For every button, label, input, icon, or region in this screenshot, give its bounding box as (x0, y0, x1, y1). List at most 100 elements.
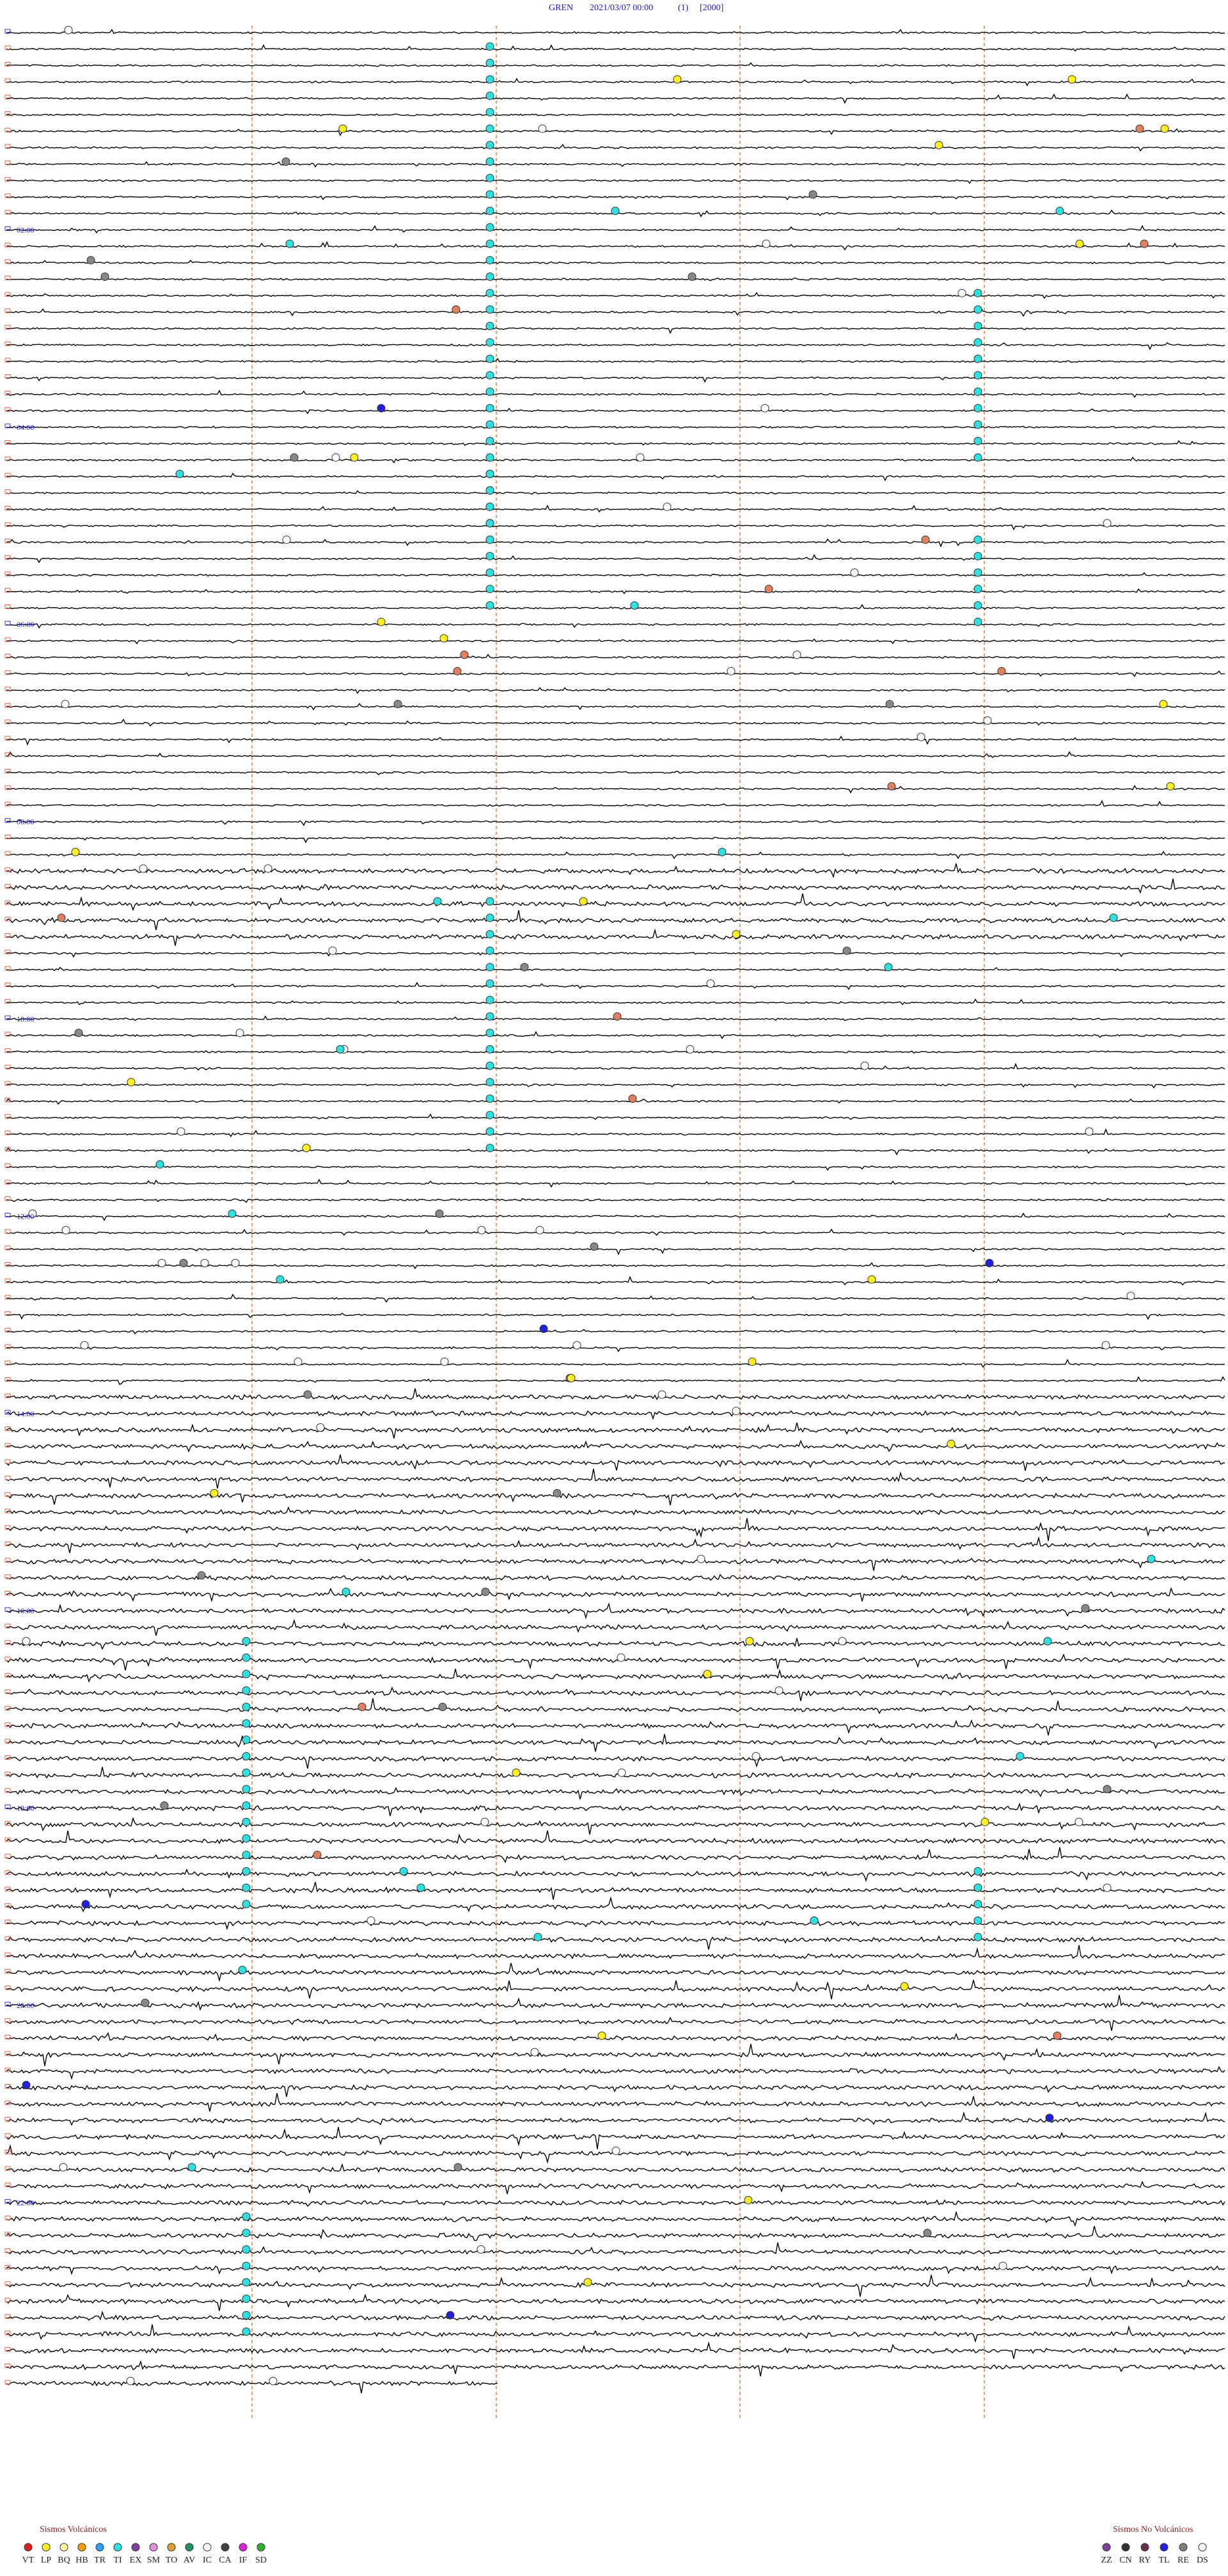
event-marker (242, 1735, 251, 1744)
event-marker (567, 1373, 576, 1382)
row-tag (4, 1689, 11, 1695)
row-tag (4, 539, 11, 544)
trace (6, 2066, 1225, 2080)
event-marker (302, 1144, 311, 1153)
event-marker (973, 568, 982, 577)
event-marker (242, 1883, 251, 1892)
trace (6, 1896, 1225, 1913)
row-tag (4, 2067, 11, 2073)
trace (6, 1847, 1225, 1863)
time-label: 10:00 (17, 1015, 34, 1023)
trace (6, 686, 1225, 694)
event-marker (583, 2278, 592, 2287)
event-marker (973, 387, 982, 396)
trace (6, 425, 1225, 429)
row-tag (4, 423, 11, 429)
event-marker (350, 453, 359, 462)
legend-swatch (167, 2543, 176, 2552)
trace (6, 1410, 1225, 1420)
event-marker (1055, 207, 1064, 216)
event-marker (673, 75, 682, 84)
event-marker (485, 190, 494, 199)
legend-label: AV (184, 2556, 195, 2565)
event-marker (485, 256, 494, 265)
row-tag (4, 2363, 11, 2368)
event-marker (438, 1702, 447, 1711)
trace (6, 910, 1225, 930)
legend-swatch (256, 2543, 265, 2552)
event-marker (597, 2031, 606, 2040)
event-marker (485, 585, 494, 594)
trace (6, 2032, 1225, 2042)
row-tag (4, 1854, 11, 1859)
event-marker (973, 601, 982, 610)
row-tag (4, 883, 11, 889)
row-tag (4, 78, 11, 83)
trace (6, 376, 1225, 383)
row-tag (4, 1673, 11, 1678)
event-marker (242, 1801, 251, 1810)
event-marker (285, 239, 294, 248)
trace (6, 538, 1225, 548)
trace (6, 456, 1225, 464)
trace (6, 258, 1225, 265)
row-tag (4, 1262, 11, 1267)
row-tag (4, 1755, 11, 1760)
trace (6, 622, 1225, 629)
event-marker (155, 1160, 164, 1169)
event-marker (80, 1341, 89, 1350)
event-marker (1045, 2114, 1054, 2122)
trace (6, 893, 1225, 912)
trace (6, 553, 1225, 564)
event-marker (923, 2229, 932, 2238)
trace (6, 1293, 1225, 1303)
event-marker (810, 1916, 819, 1925)
trace (6, 1388, 1225, 1401)
row-tag (4, 1969, 11, 1974)
row-tag (4, 1130, 11, 1135)
event-marker (485, 371, 494, 380)
trace (6, 1031, 1225, 1039)
trace (6, 1558, 1225, 1571)
event-marker (1160, 124, 1169, 133)
row-tag (4, 358, 11, 363)
legend-label: LP (41, 2556, 52, 2565)
trace (6, 1945, 1225, 1960)
row-tag (4, 1476, 11, 1481)
legend-label: CN (1119, 2556, 1131, 2565)
event-marker (485, 322, 494, 331)
row-tag (4, 2298, 11, 2303)
event-marker (727, 667, 736, 676)
event-marker (276, 1275, 285, 1284)
event-marker (663, 502, 672, 511)
gain: [2000] (700, 3, 723, 13)
trace (6, 1668, 1225, 1683)
row-tag (4, 2264, 11, 2270)
row-tag (4, 1788, 11, 1793)
time-label: 14:00 (17, 1409, 34, 1418)
row-tag (4, 933, 11, 938)
event-marker (59, 2163, 68, 2172)
row-tag (4, 1722, 11, 1727)
trace (6, 967, 1225, 972)
row-tag (4, 1574, 11, 1579)
trace (6, 1586, 1225, 1603)
event-marker (485, 173, 494, 182)
event-marker (126, 2376, 135, 2385)
row-tag (4, 1821, 11, 1826)
trace (6, 307, 1225, 317)
row-tag (4, 1245, 11, 1251)
event-marker (590, 1242, 599, 1251)
event-marker (242, 1867, 251, 1876)
event-marker (485, 157, 494, 166)
event-marker (775, 1686, 783, 1695)
event-marker (242, 1817, 251, 1826)
event-marker (175, 470, 184, 478)
event-marker (973, 453, 982, 462)
time-label: 22:00 (17, 2198, 34, 2207)
event-marker (476, 2245, 485, 2254)
row-tag (4, 242, 11, 248)
event-marker (242, 2212, 251, 2221)
row-tag (4, 95, 11, 100)
event-marker (838, 1637, 847, 1646)
